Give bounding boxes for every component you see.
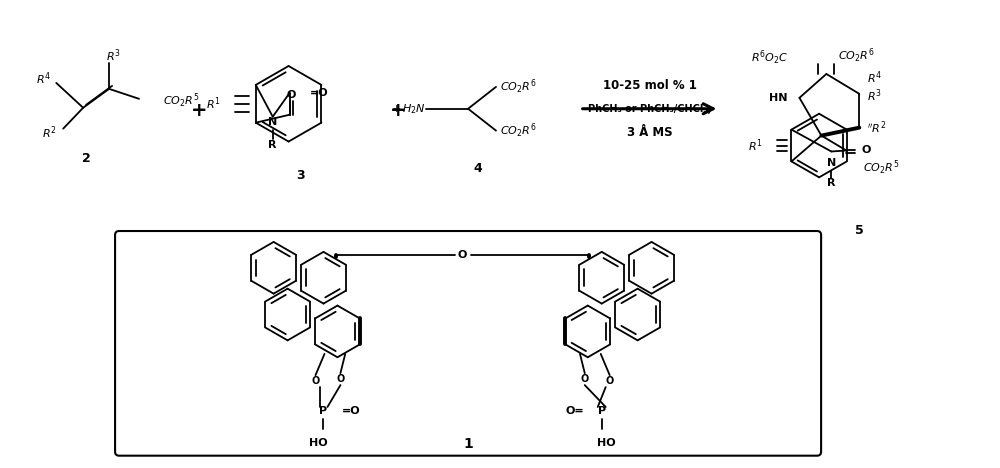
Text: $R^3$: $R^3$ bbox=[867, 88, 882, 104]
Text: 5: 5 bbox=[855, 224, 863, 236]
Text: 2: 2 bbox=[82, 152, 91, 165]
Text: O: O bbox=[606, 376, 614, 386]
Text: N: N bbox=[268, 117, 277, 127]
Text: $CO_2R^5$: $CO_2R^5$ bbox=[163, 92, 199, 110]
FancyBboxPatch shape bbox=[115, 231, 821, 456]
Text: +: + bbox=[390, 101, 407, 120]
Text: P: P bbox=[319, 406, 328, 416]
Text: R: R bbox=[827, 178, 836, 188]
Text: O: O bbox=[336, 374, 345, 384]
Text: $R^1$: $R^1$ bbox=[206, 95, 221, 112]
Text: 1: 1 bbox=[463, 437, 473, 451]
Text: $CO_2R^6$: $CO_2R^6$ bbox=[500, 121, 537, 140]
Text: 10-25 mol % 1: 10-25 mol % 1 bbox=[603, 80, 697, 92]
Text: PhCH₃ or PhCH₃/CHCl₃,: PhCH₃ or PhCH₃/CHCl₃, bbox=[588, 104, 711, 114]
Text: HN: HN bbox=[769, 93, 787, 103]
Text: O: O bbox=[581, 374, 589, 384]
Text: $R^4$: $R^4$ bbox=[867, 70, 882, 86]
Text: $R^6O_2C$: $R^6O_2C$ bbox=[751, 49, 788, 67]
Text: $R^1$: $R^1$ bbox=[748, 137, 762, 154]
Text: $R^2$: $R^2$ bbox=[42, 124, 57, 141]
Text: $''R^2$: $''R^2$ bbox=[867, 119, 887, 136]
Text: O: O bbox=[458, 250, 467, 260]
Text: =O: =O bbox=[310, 88, 328, 98]
Text: =O: =O bbox=[341, 406, 360, 416]
Text: R: R bbox=[268, 139, 277, 150]
Text: +: + bbox=[191, 101, 207, 120]
Text: 3 Å MS: 3 Å MS bbox=[627, 126, 672, 139]
Text: P: P bbox=[598, 406, 606, 416]
Text: $CO_2R^6$: $CO_2R^6$ bbox=[838, 47, 875, 65]
Text: 4: 4 bbox=[474, 162, 482, 175]
Text: O=: O= bbox=[565, 406, 584, 416]
Text: $CO_2R^5$: $CO_2R^5$ bbox=[863, 158, 900, 176]
Text: N: N bbox=[827, 159, 836, 168]
Text: O: O bbox=[861, 146, 871, 155]
Text: $CO_2R^6$: $CO_2R^6$ bbox=[500, 78, 537, 96]
Text: 3: 3 bbox=[296, 169, 305, 182]
Text: O: O bbox=[311, 376, 320, 386]
Text: $R^4$: $R^4$ bbox=[36, 71, 51, 87]
Text: $R^3$: $R^3$ bbox=[106, 48, 120, 65]
Text: $+\,H_2N$: $+\,H_2N$ bbox=[391, 102, 426, 116]
Text: O: O bbox=[287, 90, 296, 100]
Text: HO: HO bbox=[309, 438, 328, 448]
Text: HO: HO bbox=[597, 438, 616, 448]
